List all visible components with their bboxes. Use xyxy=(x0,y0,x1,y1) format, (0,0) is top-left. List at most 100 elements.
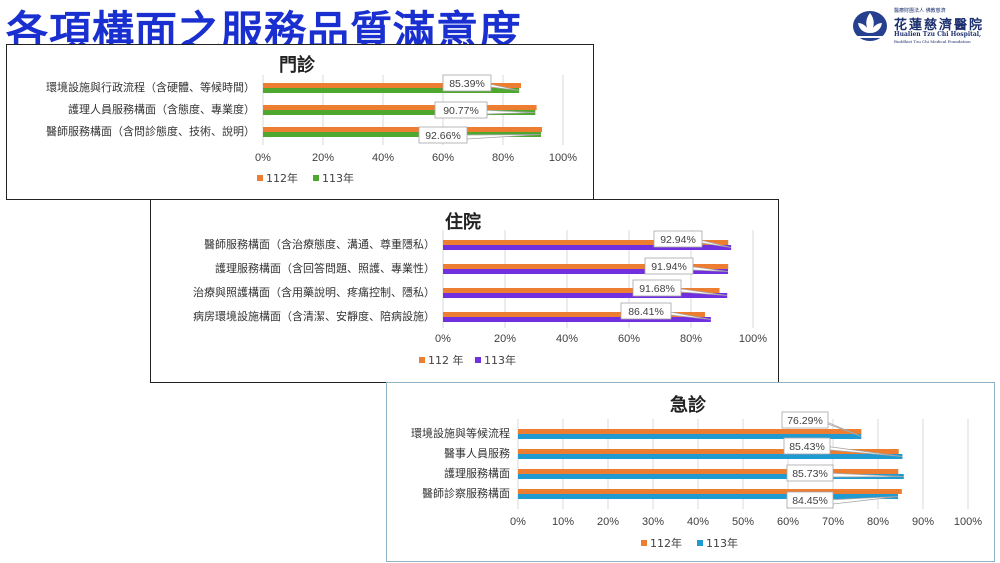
outpatient-category-label: 醫師服務構面（含問診態度、技術、說明） xyxy=(46,124,255,138)
inpatient-bar-2-prev-year xyxy=(443,264,729,269)
inpatient-legend-swatch xyxy=(475,357,481,363)
inpatient-data-label: 91.94% xyxy=(651,261,687,273)
outpatient-chart-title: 門診 xyxy=(279,54,316,76)
inpatient-data-label: 92.94% xyxy=(660,234,696,246)
inpatient-x-tick-label: 20% xyxy=(494,333,516,345)
emergency-bar-2-curr-year xyxy=(518,454,903,459)
emergency-x-tick-label: 0% xyxy=(510,516,526,528)
emergency-legend-label: 113年 xyxy=(706,536,738,550)
inpatient-bar-1-curr-year xyxy=(443,245,732,250)
logo-foundation-text: 醫療財團法人 佛教慈濟 xyxy=(894,8,946,14)
inpatient-x-tick-label: 100% xyxy=(739,333,767,345)
outpatient-bar-1-curr-year xyxy=(263,88,520,93)
outpatient-x-tick-label: 40% xyxy=(372,152,394,164)
inpatient-chart-svg: 住院 0% 20% 40% 60% 80% 100% 醫師服務構面（含治療態度、溝通、尊重隱私… xyxy=(193,211,767,367)
emergency-legend-label: 112年 xyxy=(650,536,682,550)
inpatient-legend-label: 113年 xyxy=(484,353,516,367)
inpatient-chart-title: 住院 xyxy=(445,211,481,233)
inpatient-bar-2-curr-year xyxy=(443,269,729,274)
emergency-category-label: 醫事人員服務 xyxy=(444,446,510,460)
emergency-x-tick-label: 100% xyxy=(954,516,982,528)
outpatient-x-tick-label: 80% xyxy=(492,152,514,164)
inpatient-bar-4-prev-year xyxy=(443,312,705,317)
emergency-data-label: 85.43% xyxy=(789,441,825,453)
emergency-bar-2-prev-year xyxy=(518,449,899,454)
inpatient-bar-3-prev-year xyxy=(443,288,720,293)
emergency-legend-swatch xyxy=(641,540,647,546)
inpatient-bar-3-curr-year xyxy=(443,293,728,298)
logo-english-foundation: Buddhist Tzu Chi Medical Foundation xyxy=(894,39,971,44)
inpatient-x-tick-label: 80% xyxy=(680,333,702,345)
inpatient-category-label: 醫師服務構面（含治療態度、溝通、尊重隱私） xyxy=(204,237,435,251)
inpatient-bar-4-curr-year xyxy=(443,317,711,322)
inpatient-category-label: 護理服務構面（含回答問題、照護、專業性） xyxy=(215,261,435,275)
outpatient-x-tick-label: 100% xyxy=(549,152,577,164)
emergency-data-label: 85.73% xyxy=(792,468,828,480)
emergency-chart-panel: 急診 0% 10% 20% 30% 40% 50% 60% 70% 80% 90% 100% 環境設施與… xyxy=(386,382,995,562)
lotus-logo-icon xyxy=(853,11,887,41)
emergency-category-label: 護理服務構面 xyxy=(444,466,510,480)
emergency-legend-swatch xyxy=(697,540,703,546)
emergency-x-tick-label: 30% xyxy=(642,516,664,528)
outpatient-callout-box xyxy=(418,126,468,144)
inpatient-bar-1-prev-year xyxy=(443,240,729,245)
inpatient-category-label: 病房環境設施構面（含清潔、安靜度、陪病設施） xyxy=(193,309,435,323)
emergency-category-label: 醫師診察服務構面 xyxy=(422,486,510,500)
outpatient-category-label: 護理人員服務構面（含態度、專業度） xyxy=(68,102,255,116)
emergency-x-tick-label: 50% xyxy=(732,516,754,528)
outpatient-callout-box xyxy=(434,101,488,119)
outpatient-category-label: 環境設施與行政流程（含硬體、等候時間） xyxy=(46,80,255,94)
emergency-bar-4-prev-year xyxy=(518,489,902,494)
emergency-bar-3-prev-year xyxy=(518,469,899,474)
emergency-callout-box xyxy=(786,464,834,482)
emergency-x-tick-label: 60% xyxy=(777,516,799,528)
outpatient-x-tick-label: 0% xyxy=(255,152,271,164)
logo-english-name: Hualien Tzu Chi Hospital, xyxy=(894,31,982,38)
inpatient-callout-box xyxy=(653,230,703,248)
inpatient-legend-label: 112 年 xyxy=(428,353,464,367)
emergency-x-tick-label: 80% xyxy=(867,516,889,528)
inpatient-callout-box xyxy=(632,279,682,297)
outpatient-bar-2-curr-year xyxy=(263,110,536,115)
inpatient-category-label: 治療與照護構面（含用藥說明、疼痛控制、隱私） xyxy=(193,285,435,299)
emergency-data-label: 84.45% xyxy=(792,495,828,507)
outpatient-data-label: 92.66% xyxy=(425,130,461,142)
outpatient-data-label: 85.39% xyxy=(449,78,485,90)
logo-hospital-name: 花蓮慈濟醫院 xyxy=(894,18,985,33)
emergency-x-tick-label: 90% xyxy=(912,516,934,528)
inpatient-x-tick-label: 60% xyxy=(618,333,640,345)
emergency-bar-4-curr-year xyxy=(518,494,899,499)
emergency-chart-title: 急診 xyxy=(670,394,707,416)
emergency-x-tick-label: 40% xyxy=(687,516,709,528)
emergency-chart-svg: 急診 0% 10% 20% 30% 40% 50% 60% 70% 80% 90% 100% 環境設施與… xyxy=(411,394,982,550)
emergency-callout-box xyxy=(783,437,831,455)
outpatient-legend-swatch xyxy=(313,175,319,181)
emergency-category-label: 環境設施與等候流程 xyxy=(411,426,510,440)
emergency-x-tick-label: 20% xyxy=(597,516,619,528)
outpatient-x-tick-label: 20% xyxy=(312,152,334,164)
outpatient-legend-swatch xyxy=(257,175,263,181)
inpatient-x-tick-label: 0% xyxy=(435,333,451,345)
outpatient-bar-2-prev-year xyxy=(263,105,537,110)
outpatient-bar-3-prev-year xyxy=(263,127,542,132)
emergency-x-tick-label: 70% xyxy=(822,516,844,528)
inpatient-x-tick-label: 40% xyxy=(556,333,578,345)
emergency-x-tick-label: 10% xyxy=(552,516,574,528)
outpatient-legend-label: 113年 xyxy=(322,171,354,185)
inpatient-chart-panel: 住院 0% 20% 40% 60% 80% 100% 醫師服務構面（含治療態度、溝通、尊重隱私… xyxy=(150,199,779,383)
outpatient-legend-label: 112年 xyxy=(266,171,298,185)
outpatient-bar-3-curr-year xyxy=(263,132,541,137)
inpatient-legend-swatch xyxy=(419,357,425,363)
inpatient-data-label: 86.41% xyxy=(628,306,664,318)
inpatient-callout-box xyxy=(644,257,694,275)
outpatient-x-tick-label: 60% xyxy=(432,152,454,164)
emergency-callout-box xyxy=(786,491,834,509)
outpatient-callout-box xyxy=(442,74,492,92)
hospital-logo: 醫療財團法人 佛教慈濟 花蓮慈濟醫院 Hualien Tzu Chi Hospi… xyxy=(850,6,990,46)
emergency-bar-3-curr-year xyxy=(518,474,904,479)
outpatient-chart-svg: 門診 0% 20% 40% 60% 80% 100% 環境設施與行政流程（含硬體、等候時間） 護… xyxy=(46,54,577,185)
emergency-data-label: 76.29% xyxy=(787,415,823,427)
emergency-callout-box xyxy=(781,411,829,429)
emergency-bar-1-prev-year xyxy=(518,429,862,434)
emergency-bar-1-curr-year xyxy=(518,434,862,439)
